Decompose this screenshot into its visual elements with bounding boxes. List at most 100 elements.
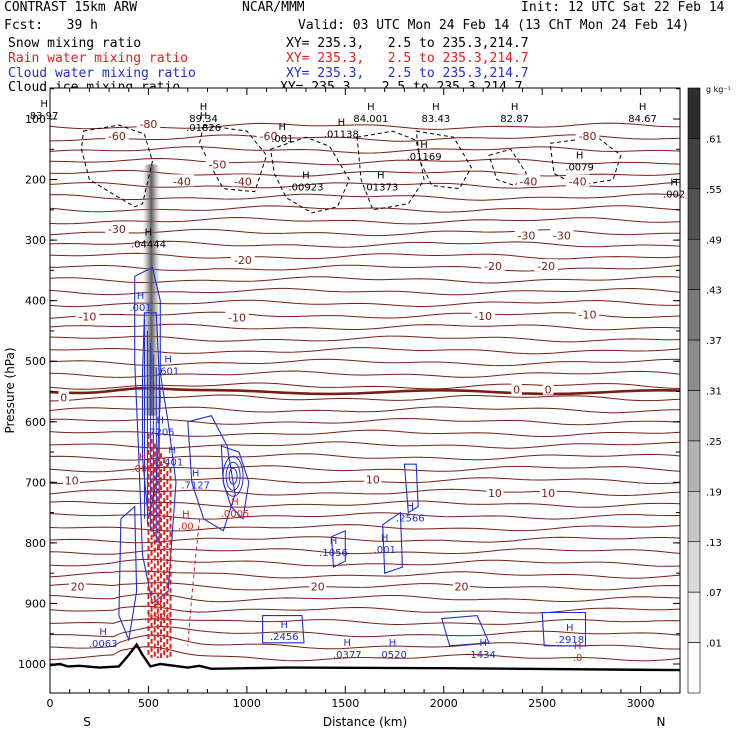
isotherm-line xyxy=(50,618,680,626)
y-tick-label: 500 xyxy=(25,355,46,368)
isotherm-line xyxy=(50,512,680,520)
isotherm-line xyxy=(50,625,680,638)
y-tick-label: 100 xyxy=(25,113,46,126)
valid-time: Valid: 03 UTC Mon 24 Feb 14 (13 ChT Mon … xyxy=(298,18,690,33)
y-tick-label: 300 xyxy=(25,234,46,247)
isotherm-label: -20 xyxy=(537,260,555,273)
cloud-water-max-h-marker: H xyxy=(168,445,176,456)
cloud-water-max-value: .2566 xyxy=(396,514,425,525)
cloud-water-max-value: .2456 xyxy=(270,632,299,643)
isotherm-label-bg xyxy=(550,228,574,241)
isotherm-label: 10 xyxy=(65,475,79,488)
terrain-line xyxy=(50,642,680,672)
ice-max-value: 84.001 xyxy=(353,114,388,125)
rain-contour xyxy=(187,518,201,646)
isotherm-label: 20 xyxy=(71,580,85,593)
rain-max-value: .0 xyxy=(573,653,583,664)
colorbar-segment xyxy=(687,138,701,190)
isotherm-label: 0 xyxy=(513,384,520,397)
isotherm-label: 10 xyxy=(488,487,502,500)
x-tick-label: 1000 xyxy=(233,697,261,710)
isotherm-label: -30 xyxy=(108,223,126,236)
isotherm-label: -30 xyxy=(553,229,571,242)
isotherm-label-bg xyxy=(256,128,281,141)
isotherm-label: -40 xyxy=(569,175,587,188)
cloud-water-max-h-marker: H xyxy=(137,291,145,302)
isotherm-line xyxy=(50,524,680,532)
y-tick-label: 400 xyxy=(25,295,46,308)
isotherm-label-bg xyxy=(539,486,557,499)
ice-max-value: 83.97 xyxy=(30,111,59,122)
cloud-water-max-value: .0377 xyxy=(333,650,362,661)
cloud-water-max-h-marker: H xyxy=(389,638,397,649)
isotherm-label-bg xyxy=(364,472,382,485)
colorbar-segment xyxy=(687,642,701,694)
cloud-ice-contour xyxy=(80,124,153,208)
colorbar-tick-label: .55 xyxy=(706,185,722,196)
cloud-water-max-value: .1056 xyxy=(319,548,348,559)
isotherm-label-bg xyxy=(481,259,505,272)
isotherm-label: 10 xyxy=(366,473,380,486)
x-axis-label: Distance (km) xyxy=(323,715,407,729)
ice-max-h-marker: H xyxy=(639,102,647,113)
isotherm-label-bg xyxy=(205,157,230,170)
ice-max-h-marker: H xyxy=(338,118,346,129)
cloud-water-contour xyxy=(134,266,177,605)
field-xy-cloud-water: XY= 235.3, 2.5 to 235.3,214.7 xyxy=(286,66,529,81)
y-tick-label: 600 xyxy=(25,416,46,429)
isotherm-label: -30 xyxy=(517,229,535,242)
y-axis-label: Pressure (hPa) xyxy=(3,347,17,433)
colorbar-tick-label: .01 xyxy=(706,639,722,650)
init-time: Init: 12 UTC Sat 22 Feb 14 xyxy=(521,0,725,15)
field-label-cloud-water: Cloud water mixing ratio xyxy=(8,66,196,81)
cloud-water-contour xyxy=(225,461,241,491)
cloud-ice-contour xyxy=(269,136,350,214)
rain-max-h-marker: H xyxy=(182,510,190,521)
cloud-water-max-value: .001 xyxy=(374,545,396,556)
isotherm-label-bg xyxy=(75,309,100,322)
cloud-water-contour xyxy=(382,511,403,574)
cloud-water-max-value: .0063 xyxy=(89,639,118,650)
x-tick-label: 2000 xyxy=(430,697,458,710)
ice-max-value: 89.34 xyxy=(189,114,218,125)
ice-max-h-marker: H xyxy=(670,178,678,189)
isotherm-line xyxy=(50,453,680,461)
isotherm-label: -10 xyxy=(474,310,492,323)
ice-max-value: 82.87 xyxy=(500,114,529,125)
isotherm-label-bg xyxy=(511,382,522,395)
field-label-rain: Rain water mixing ratio xyxy=(8,51,189,66)
isotherm-label-bg xyxy=(231,174,255,187)
isotherm-label: -10 xyxy=(578,309,596,322)
ice-max-value: 83.43 xyxy=(422,114,451,125)
colorbar-tick-label: .61 xyxy=(706,134,722,145)
isotherm-label: 20 xyxy=(311,580,325,593)
cloud-water-max-h-marker: H xyxy=(344,638,352,649)
ice-max-value: .00923 xyxy=(288,182,323,193)
cloud-water-max-value: .7205 xyxy=(146,428,175,439)
isotherm-label: -40 xyxy=(234,175,252,188)
y-tick-label: 700 xyxy=(25,476,46,489)
model-title: CONTRAST 15km ARW xyxy=(4,0,138,15)
y-tick-label: 900 xyxy=(25,597,46,610)
ice-max-value: .01138 xyxy=(324,130,359,141)
isotherm-label: -40 xyxy=(519,175,537,188)
y-tick-label: 1000 xyxy=(18,658,46,671)
cloud-water-max-h-marker: H xyxy=(407,502,415,513)
cloud-water-max-value: .001 xyxy=(129,303,151,314)
ice-max-h-marker: H xyxy=(40,99,48,110)
cloud-water-contour xyxy=(330,529,346,568)
isotherm-label-bg xyxy=(471,308,495,321)
isotherm-label-bg xyxy=(534,259,558,272)
rain-max-h-marker: H xyxy=(155,600,163,611)
cloud-water-contour xyxy=(403,463,419,514)
cloud-water-max-h-marker: H xyxy=(164,355,172,366)
x-tick-label: 3000 xyxy=(627,697,655,710)
ice-max-h-marker: H xyxy=(200,102,208,113)
colorbar-segment xyxy=(687,440,701,492)
field-label-snow: Snow mixing ratio xyxy=(8,36,142,51)
ice-max-h-marker: H xyxy=(302,170,310,181)
cloud-water-max-value: 1434 xyxy=(470,650,495,661)
x-tick-label: 1500 xyxy=(331,697,359,710)
cloud-water-max-value: .7127 xyxy=(181,480,210,491)
isotherm-label-bg xyxy=(225,310,249,323)
